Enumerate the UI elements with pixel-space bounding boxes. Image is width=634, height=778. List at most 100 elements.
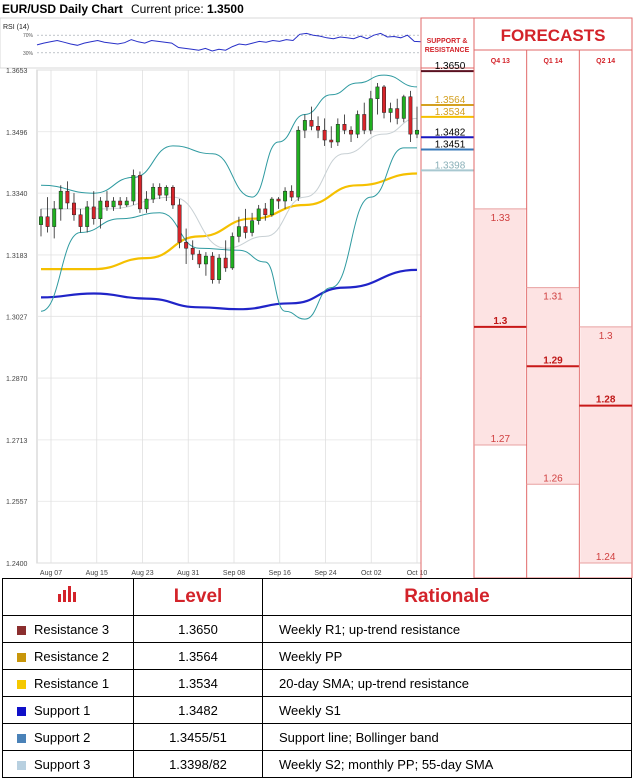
indicator-line [41,117,418,249]
row-level: 1.3482 [133,696,263,724]
level-label: 1.3564 [435,95,466,106]
candle-body [415,129,419,135]
forecast-mid-label: 1.3 [493,316,507,327]
rsi-tick-label: 70% [23,33,34,39]
candle-body [105,200,109,208]
candle-body [137,175,142,210]
candle-body [157,186,162,196]
candle-body [269,198,274,216]
candle-body [85,206,90,227]
row-name-cell: Support 2 [2,723,134,751]
row-name-cell: Support 3 [2,750,134,778]
rsi-tick-label: 30% [23,51,34,57]
x-tick-label: Aug 15 [86,570,108,577]
chart-svg: RSI (14)70%30% 1.36531.34961.33401.31831… [0,17,633,578]
x-tick-label: Aug 07 [40,570,62,577]
table-row: Support 3 1.3398/82 Weekly S2; monthly PP;… [2,750,632,778]
candle-body [230,236,235,269]
candle-body [309,120,314,127]
candle-body [144,198,149,210]
level-header: Level [133,578,263,616]
sr-header-line1: SUPPORT & [427,38,468,45]
forecast-mid-label: 1.29 [543,355,563,366]
row-rationale: Support line; Bollinger band [262,723,632,751]
table-row: Resistance 1 1.3534 20-day SMA; up-trend r… [2,669,632,697]
candle-body [131,175,136,202]
indicator-line [40,268,418,311]
table-row: Support 1 1.3482 Weekly S1 [2,696,632,724]
candle-body [276,198,281,202]
forecast-col-label: Q2 14 [596,58,615,65]
level-swatch [17,733,26,743]
candle-body [302,120,307,131]
rationale-header: Rationale [262,578,632,616]
y-tick-label: 1.2713 [6,438,28,445]
x-tick-label: Aug 31 [177,570,199,577]
level-swatch [17,760,26,770]
candle-body [78,214,83,227]
candle-body [283,190,288,202]
levels-table-body: Resistance 3 1.3650 Weekly R1; up-trend re… [2,615,632,778]
level-swatch [17,652,26,662]
candle-body [316,126,321,131]
row-rationale: Weekly PP [262,642,632,670]
candle-body [349,129,353,135]
current-price-label: Current price: [131,2,204,16]
candle-body [91,206,96,219]
row-rationale: Weekly R1; up-trend resistance [262,615,632,643]
y-tick-label: 1.3340 [6,191,28,198]
candle-body [203,255,208,265]
row-name: Resistance 3 [34,621,110,637]
row-level: 1.3455/51 [133,723,263,751]
current-price: Current price: 1.3500 [131,2,244,16]
chart-title: EUR/USD Daily Chart [2,2,123,16]
candle-body [98,200,103,219]
sr-header-line2: RESISTANCE [425,47,470,54]
candle-body [289,190,294,198]
candle-body [243,226,248,233]
row-name-cell: Support 1 [2,696,134,724]
row-level: 1.3398/82 [133,750,263,778]
level-label: 1.3398 [435,160,466,171]
row-name-cell: Resistance 3 [2,615,134,643]
candle-body [118,200,123,206]
current-price-value: 1.3500 [207,2,244,16]
y-tick-label: 1.2400 [6,561,28,568]
candle-body [217,257,222,280]
level-label: 1.3482 [435,127,466,138]
forecast-high-label: 1.33 [491,213,511,224]
candle-body [58,190,63,210]
y-tick-label: 1.2870 [6,376,28,383]
forecast-low-label: 1.26 [543,473,563,484]
candle-body [401,96,406,119]
y-tick-label: 1.3496 [6,130,28,137]
indicator-lines [40,74,418,320]
level-swatch [17,706,26,716]
candle-body [72,202,76,216]
level-label: 1.3650 [435,61,466,72]
row-name: Support 1 [34,702,91,718]
candle-body [322,129,327,141]
forecast-high-label: 1.31 [543,292,563,303]
forecast-range [527,287,579,485]
candle-body [263,208,268,216]
forecast-range [580,326,631,563]
row-name: Support 3 [34,756,91,772]
candle-body [170,186,175,206]
candle-body [190,247,195,255]
table-row: Support 2 1.3455/51 Support line; Bollinge… [2,723,632,751]
candle-body [335,124,340,143]
indicator-line [40,147,417,320]
row-level: 1.3564 [133,642,263,670]
candle-body [395,108,400,119]
forecasts-title: FORECASTS [501,26,606,45]
candle-body [382,86,386,113]
y-tick-label: 1.3653 [6,68,28,75]
row-rationale: Weekly S2; monthly PP; 55-day SMA [262,750,632,778]
candle-body [368,98,373,131]
candle-body [329,139,334,143]
levels-table: Level Rationale Resistance 3 1.3650 Weekly… [2,578,632,778]
rsi-frame [0,17,422,69]
candle-body [111,200,116,208]
